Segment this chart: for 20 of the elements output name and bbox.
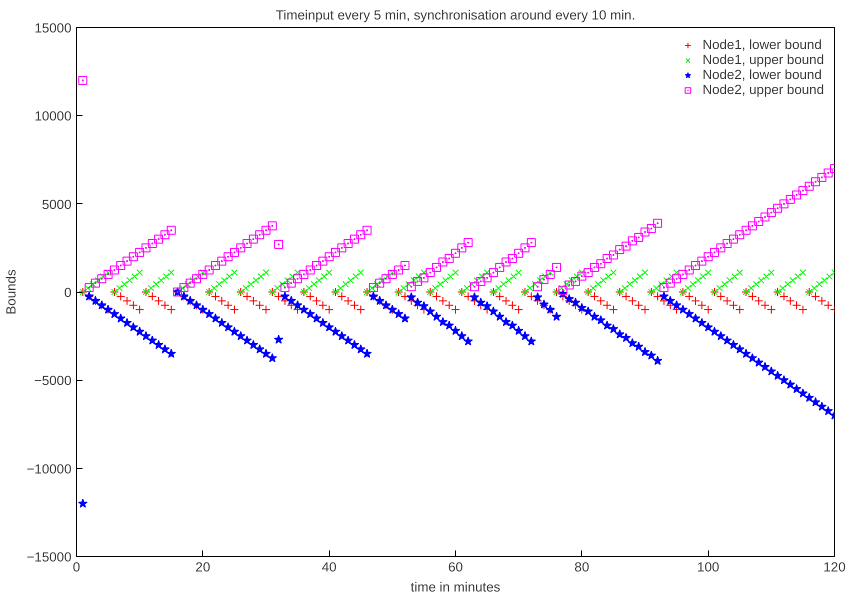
x-tick-label: 40 [322,560,337,574]
x-axis-title: time in minutes [410,580,501,594]
x-tick-label: 60 [448,560,463,574]
y-tick-label: −10000 [26,461,72,476]
y-tick-label: −15000 [26,550,72,564]
legend-label: Node1, lower bound [702,37,822,52]
y-tick-label: 10000 [34,108,72,124]
x-tick-label: 120 [823,560,846,574]
legend-label: Node1, upper bound [702,52,824,67]
y-tick-label: 5000 [42,196,72,212]
x-tick-label: 20 [195,560,210,574]
y-tick-label: −5000 [34,373,72,388]
x-tick-label: 100 [697,560,720,574]
y-axis-title: Bounds [4,269,19,315]
x-tick-label: 80 [574,560,590,574]
chart-title: Timeinput every 5 min, synchronisation around every 10 min. [276,8,636,22]
legend-label: Node2, upper bound [702,82,824,97]
legend-label: Node2, lower bound [702,67,822,82]
y-tick-label: 15000 [34,20,72,36]
y-tick-label: 0 [64,285,72,300]
